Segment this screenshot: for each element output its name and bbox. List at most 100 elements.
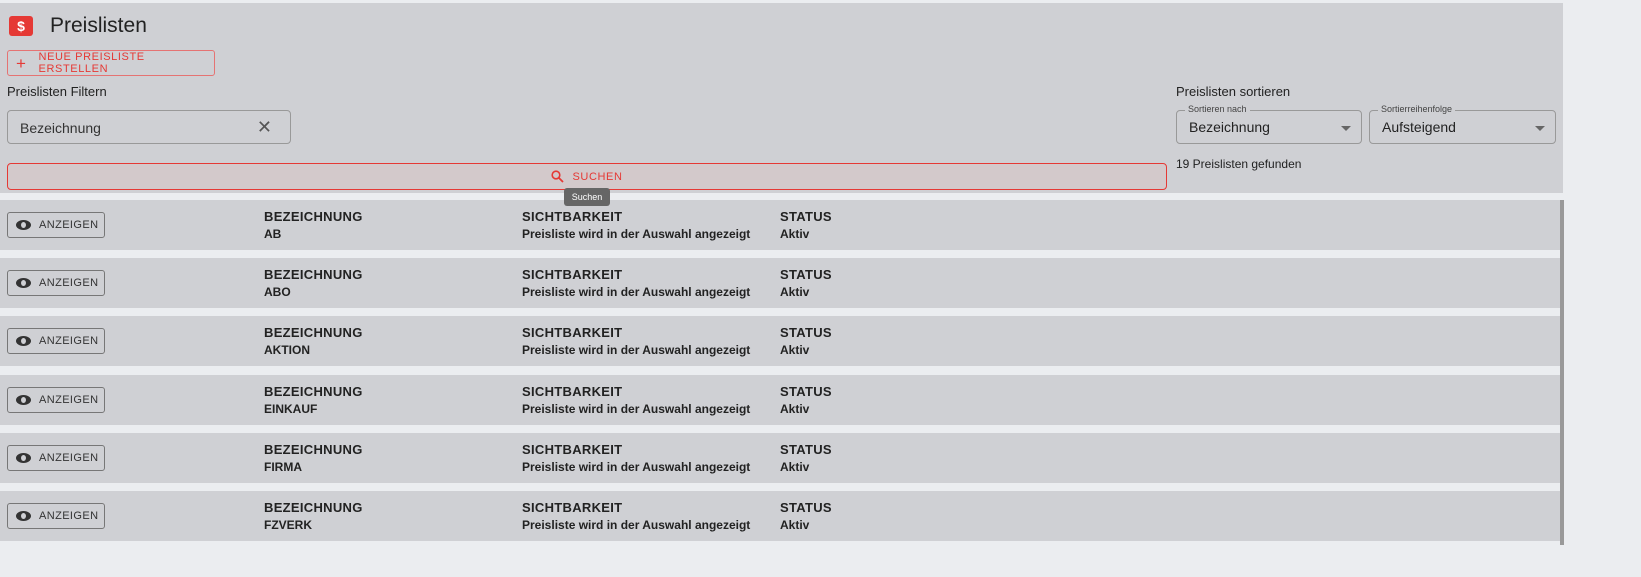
eye-icon bbox=[16, 511, 31, 521]
visibility-value: Preisliste wird in der Auswahl angezeigt bbox=[522, 285, 751, 299]
sort-order-value: Aufsteigend bbox=[1382, 119, 1456, 135]
table-row: ANZEIGEN BEZEICHNUNG FZVERK SICHTBARKEIT P… bbox=[0, 491, 1560, 541]
visibility-header: SICHTBARKEIT bbox=[522, 209, 623, 224]
search-icon bbox=[551, 170, 565, 183]
visibility-cell: SICHTBARKEIT Preisliste wird in der Auswa… bbox=[522, 325, 750, 357]
filter-label: Preislisten Filtern bbox=[7, 84, 107, 99]
status-header: STATUS bbox=[780, 267, 832, 282]
sort-order-label: Sortierreihenfolge bbox=[1378, 104, 1456, 114]
sort-order-select[interactable]: Sortierreihenfolge Aufsteigend bbox=[1369, 104, 1556, 144]
visibility-cell: SICHTBARKEIT Preisliste wird in der Auswa… bbox=[522, 209, 750, 241]
visibility-value: Preisliste wird in der Auswahl angezeigt bbox=[522, 402, 751, 416]
search-label: SUCHEN bbox=[572, 170, 623, 183]
eye-icon bbox=[16, 278, 31, 288]
name-cell: BEZEICHNUNG FZVERK bbox=[264, 500, 363, 532]
eye-icon bbox=[16, 395, 31, 405]
sort-by-select[interactable]: Sortieren nach Bezeichnung bbox=[1176, 104, 1362, 144]
visibility-value: Preisliste wird in der Auswahl angezeigt bbox=[522, 518, 751, 532]
show-label: ANZEIGEN bbox=[39, 335, 99, 347]
show-label: ANZEIGEN bbox=[39, 219, 99, 231]
name-value: AB bbox=[264, 227, 282, 241]
result-count: 19 Preislisten gefunden bbox=[1176, 157, 1302, 171]
show-button[interactable]: ANZEIGEN bbox=[7, 212, 105, 238]
page-title: Preislisten bbox=[50, 14, 147, 37]
status-cell: STATUS Aktiv bbox=[780, 267, 832, 299]
status-cell: STATUS Aktiv bbox=[780, 500, 832, 532]
new-price-list-button[interactable]: + NEUE PREISLISTE ERSTELLEN bbox=[7, 50, 215, 76]
status-value: Aktiv bbox=[780, 227, 810, 241]
name-cell: BEZEICHNUNG FIRMA bbox=[264, 442, 363, 474]
dropdown-arrow-icon bbox=[1341, 126, 1351, 131]
eye-icon bbox=[16, 220, 31, 230]
visibility-header: SICHTBARKEIT bbox=[522, 384, 623, 399]
status-value: Aktiv bbox=[780, 460, 810, 474]
sort-by-value: Bezeichnung bbox=[1189, 119, 1270, 135]
status-cell: STATUS Aktiv bbox=[780, 209, 832, 241]
name-value: FZVERK bbox=[264, 518, 312, 532]
status-cell: STATUS Aktiv bbox=[780, 442, 832, 474]
show-label: ANZEIGEN bbox=[39, 394, 99, 406]
visibility-header: SICHTBARKEIT bbox=[522, 500, 623, 515]
table-row: ANZEIGEN BEZEICHNUNG EINKAUF SICHTBARKEIT… bbox=[0, 375, 1560, 425]
show-button[interactable]: ANZEIGEN bbox=[7, 387, 105, 413]
table-row: ANZEIGEN BEZEICHNUNG AKTION SICHTBARKEIT P… bbox=[0, 316, 1560, 366]
visibility-cell: SICHTBARKEIT Preisliste wird in der Auswa… bbox=[522, 384, 750, 416]
scrollbar[interactable] bbox=[1560, 200, 1564, 545]
visibility-value: Preisliste wird in der Auswahl angezeigt bbox=[522, 460, 751, 474]
plus-icon: + bbox=[16, 53, 27, 73]
visibility-header: SICHTBARKEIT bbox=[522, 267, 623, 282]
name-cell: BEZEICHNUNG EINKAUF bbox=[264, 384, 363, 416]
name-header: BEZEICHNUNG bbox=[264, 267, 363, 282]
name-header: BEZEICHNUNG bbox=[264, 325, 363, 340]
show-button[interactable]: ANZEIGEN bbox=[7, 270, 105, 296]
sort-by-label: Sortieren nach bbox=[1185, 104, 1250, 114]
name-cell: BEZEICHNUNG ABO bbox=[264, 267, 363, 299]
visibility-value: Preisliste wird in der Auswahl angezeigt bbox=[522, 227, 751, 241]
new-price-list-label: NEUE PREISLISTE ERSTELLEN bbox=[38, 51, 145, 75]
visibility-header: SICHTBARKEIT bbox=[522, 325, 623, 340]
show-button[interactable]: ANZEIGEN bbox=[7, 445, 105, 471]
sort-label: Preislisten sortieren bbox=[1176, 84, 1291, 99]
search-button[interactable]: SUCHEN bbox=[7, 163, 1167, 190]
name-header: BEZEICHNUNG bbox=[264, 384, 363, 399]
status-value: Aktiv bbox=[780, 343, 810, 357]
filter-input[interactable]: Bezeichnung ✕ bbox=[7, 110, 291, 144]
table-row: ANZEIGEN BEZEICHNUNG AB SICHTBARKEIT Preis… bbox=[0, 200, 1560, 250]
price-list-icon: $ bbox=[9, 16, 33, 36]
name-header: BEZEICHNUNG bbox=[264, 442, 363, 457]
name-header: BEZEICHNUNG bbox=[264, 500, 363, 515]
status-header: STATUS bbox=[780, 325, 832, 340]
search-tooltip: Suchen bbox=[564, 188, 610, 206]
status-header: STATUS bbox=[780, 384, 832, 399]
status-value: Aktiv bbox=[780, 285, 810, 299]
status-cell: STATUS Aktiv bbox=[780, 325, 832, 357]
name-value: ABO bbox=[264, 285, 291, 299]
table-row: ANZEIGEN BEZEICHNUNG ABO SICHTBARKEIT Prei… bbox=[0, 258, 1560, 308]
name-cell: BEZEICHNUNG AB bbox=[264, 209, 363, 241]
eye-icon bbox=[16, 336, 31, 346]
header-panel: $ Preislisten + NEUE PREISLISTE ERSTELLE… bbox=[0, 3, 1563, 193]
name-value: EINKAUF bbox=[264, 402, 318, 416]
show-label: ANZEIGEN bbox=[39, 277, 99, 289]
name-value: AKTION bbox=[264, 343, 310, 357]
visibility-value: Preisliste wird in der Auswahl angezeigt bbox=[522, 343, 751, 357]
dropdown-arrow-icon bbox=[1535, 126, 1545, 131]
visibility-cell: SICHTBARKEIT Preisliste wird in der Auswa… bbox=[522, 267, 750, 299]
clear-icon[interactable]: ✕ bbox=[256, 117, 272, 137]
visibility-cell: SICHTBARKEIT Preisliste wird in der Auswa… bbox=[522, 442, 750, 474]
status-cell: STATUS Aktiv bbox=[780, 384, 832, 416]
show-label: ANZEIGEN bbox=[39, 510, 99, 522]
show-button[interactable]: ANZEIGEN bbox=[7, 328, 105, 354]
name-cell: BEZEICHNUNG AKTION bbox=[264, 325, 363, 357]
name-header: BEZEICHNUNG bbox=[264, 209, 363, 224]
status-header: STATUS bbox=[780, 209, 832, 224]
show-label: ANZEIGEN bbox=[39, 452, 99, 464]
eye-icon bbox=[16, 453, 31, 463]
show-button[interactable]: ANZEIGEN bbox=[7, 503, 105, 529]
status-value: Aktiv bbox=[780, 518, 810, 532]
visibility-header: SICHTBARKEIT bbox=[522, 442, 623, 457]
filter-input-value: Bezeichnung bbox=[20, 120, 101, 136]
visibility-cell: SICHTBARKEIT Preisliste wird in der Auswa… bbox=[522, 500, 750, 532]
table-row: ANZEIGEN BEZEICHNUNG FIRMA SICHTBARKEIT Pr… bbox=[0, 433, 1560, 483]
status-value: Aktiv bbox=[780, 402, 810, 416]
